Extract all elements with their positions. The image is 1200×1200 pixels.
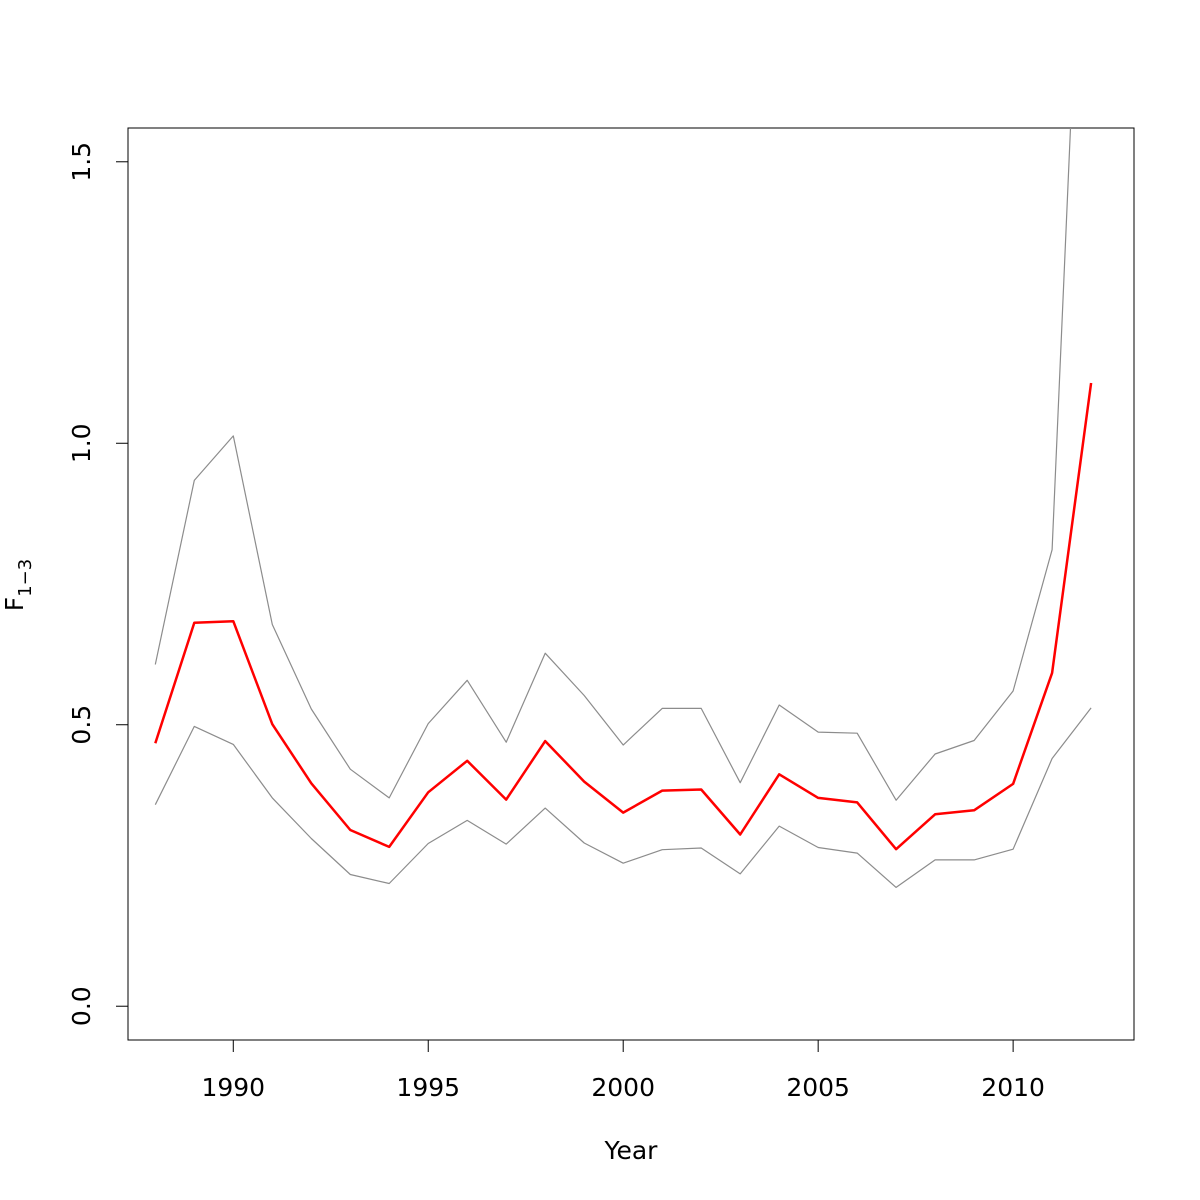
plot-frame xyxy=(127,127,1135,1041)
y-tick-label: 0.5 xyxy=(67,705,96,745)
y-tick-label: 1.5 xyxy=(67,142,96,182)
series-line-upper-bound xyxy=(154,128,1072,801)
x-axis-title: Year xyxy=(604,1136,659,1165)
x-tick-label: 1990 xyxy=(201,1073,265,1102)
x-tick-label: 2010 xyxy=(981,1073,1045,1102)
y-axis-title-subscript: 1−3 xyxy=(15,559,36,597)
y-axis-title-main: F xyxy=(0,597,29,611)
x-axis: 1990 1995 2000 2005 2010 xyxy=(201,1039,1045,1102)
y-axis: 0.0 0.5 1.0 1.5 xyxy=(67,142,129,1026)
y-tick-label: 1.0 xyxy=(67,423,96,463)
x-tick-label: 2000 xyxy=(591,1073,655,1102)
y-tick-label: 0.0 xyxy=(67,986,96,1026)
series-line-lower-bound xyxy=(154,707,1092,889)
x-tick-label: 1995 xyxy=(396,1073,460,1102)
series-layer xyxy=(154,128,1093,889)
series-line-estimate xyxy=(154,382,1093,851)
y-axis-title: F1−3 xyxy=(0,559,36,611)
x-tick-label: 2005 xyxy=(786,1073,850,1102)
